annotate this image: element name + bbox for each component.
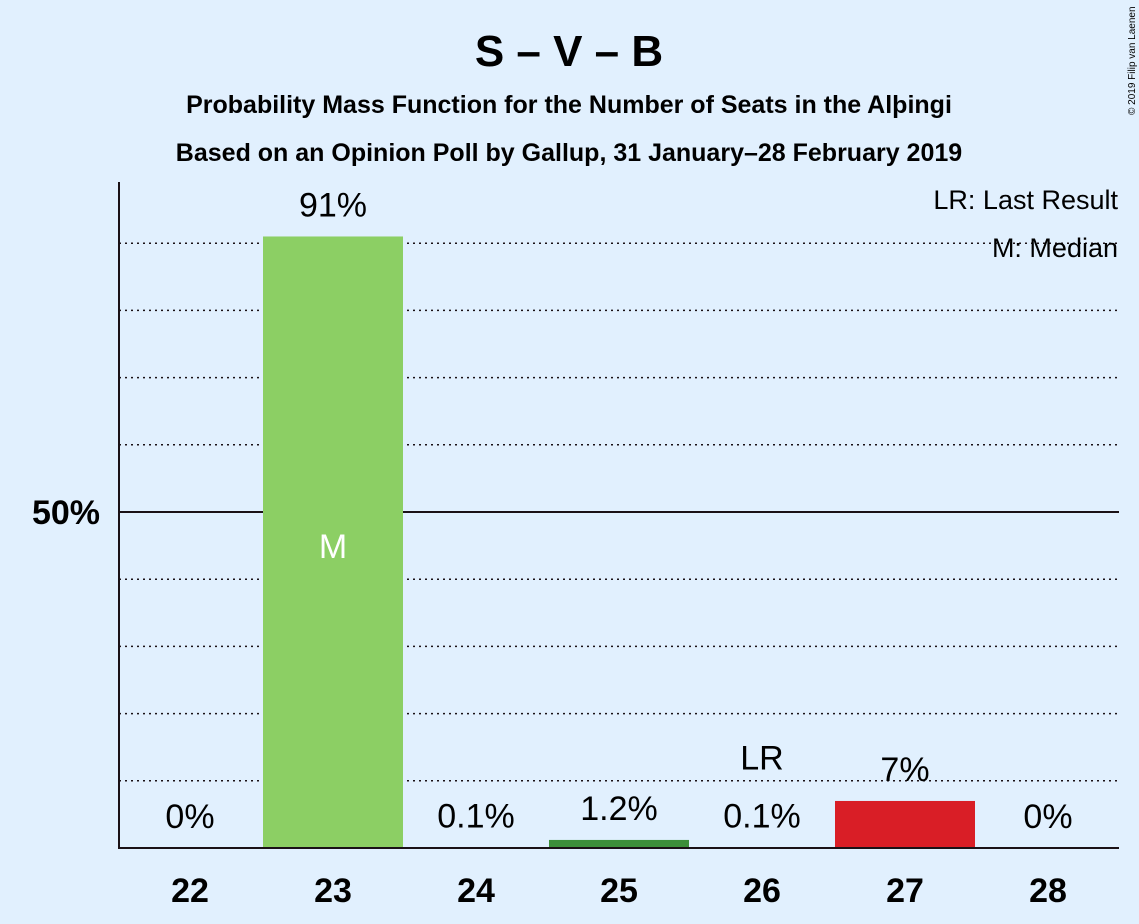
chart-title: S – V – B [475, 27, 663, 76]
legend-median: M: Median [992, 233, 1118, 263]
legend-last-result: LR: Last Result [933, 185, 1118, 215]
value-label: 0.1% [437, 797, 515, 835]
x-tick-label: 23 [314, 872, 352, 910]
y-tick-label: 50% [32, 494, 100, 532]
bars [263, 236, 975, 849]
x-tick-label: 25 [600, 872, 638, 910]
bar [835, 800, 975, 848]
grid-lines: 50% [32, 242, 1119, 782]
value-label: 1.2% [580, 790, 658, 828]
bar [263, 236, 403, 849]
x-tick-label: 28 [1029, 872, 1067, 910]
x-tick-label: 24 [457, 872, 495, 910]
value-label: 0.1% [723, 797, 801, 835]
x-tick-label: 26 [743, 872, 781, 910]
x-tick-label: 22 [171, 872, 209, 910]
median-marker: M [319, 528, 347, 566]
chart-subtitle-source: Based on an Opinion Poll by Gallup, 31 J… [176, 139, 962, 167]
value-label: 91% [299, 186, 367, 224]
value-label: 0% [1023, 798, 1072, 836]
x-tick-label: 27 [886, 872, 924, 910]
value-labels: 22 0% 23 91% M 24 0.1% 25 1.2% 26 0.1% LR 27 7% 28 0% [165, 186, 1072, 910]
value-label: 0% [165, 798, 214, 836]
chart-subtitle: Probability Mass Function for the Number… [186, 91, 952, 119]
value-label: 7% [880, 751, 929, 789]
last-result-marker: LR [740, 739, 783, 777]
bar [549, 839, 689, 848]
copyright-notice: © 2019 Filip van Laenen [1127, 6, 1138, 115]
